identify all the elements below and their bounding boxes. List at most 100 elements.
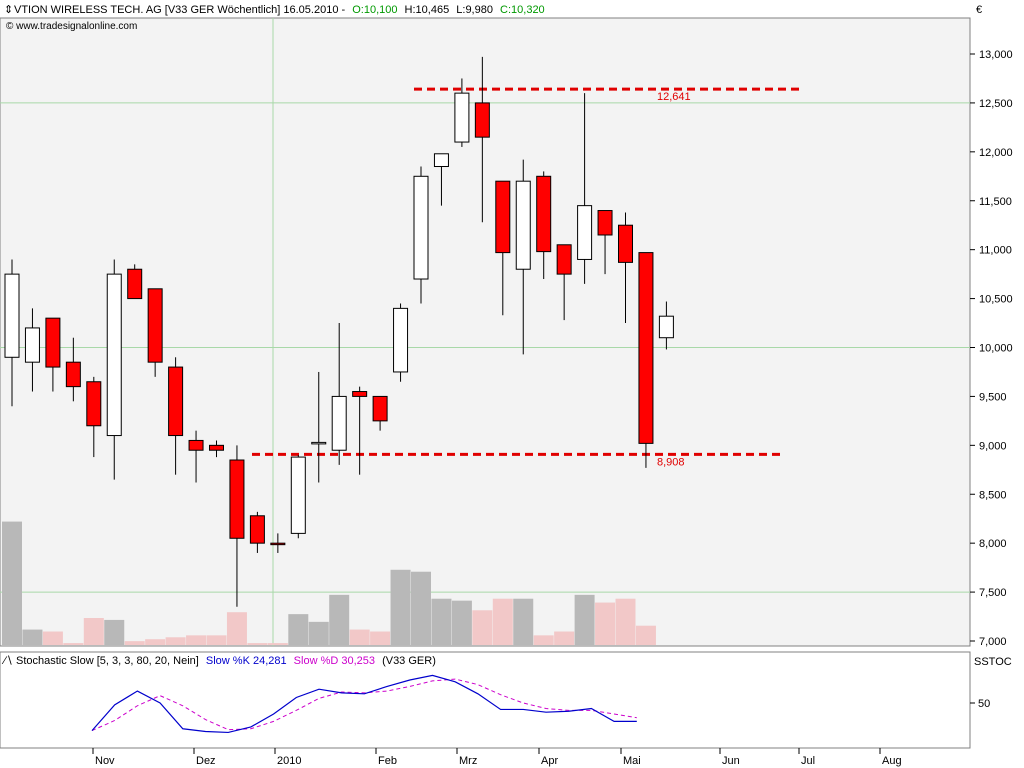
candle-body — [515, 180, 531, 270]
stoch-axis-title: SSTOC — [974, 656, 1012, 668]
volume-bar — [83, 618, 104, 645]
volume-bar — [22, 629, 43, 645]
time-axis: Nov Dez 2010 Feb Mrz Apr Mai Jun Jul Aug — [92, 748, 902, 767]
stoch-panel — [0, 651, 971, 749]
candle-body — [556, 244, 572, 275]
candle-body — [45, 317, 61, 368]
volume-bar — [267, 643, 288, 645]
volume-bar — [533, 635, 554, 645]
volume-bar — [411, 571, 431, 645]
candle-body — [454, 92, 470, 143]
price-tick-label: 11,500 — [979, 196, 1012, 208]
stoch-k-value: Slow %K 24,281 — [206, 655, 287, 667]
candle-body — [4, 273, 20, 358]
price-tick-label: 12,500 — [979, 98, 1013, 110]
stoch-suffix: (V33 GER) — [382, 655, 436, 667]
header-glyph: ⇕ — [4, 4, 13, 16]
candle-body — [331, 395, 347, 451]
currency-label: € — [976, 4, 982, 16]
level-label: 8,908 — [657, 456, 685, 468]
volume-bars — [2, 521, 656, 645]
volume-bar — [42, 631, 63, 645]
volume-bar — [492, 598, 513, 645]
header-title: VTION WIRELESS TECH. AG [V33 GER Wöchent… — [14, 4, 545, 16]
header-close: C:10,320 — [500, 4, 545, 16]
candle-body — [393, 307, 409, 373]
volume-bar — [554, 631, 575, 645]
candle-body — [495, 180, 511, 254]
stoch-header: ∕∖ Stochastic Slow [5, 3, 3, 80, 20, Nei… — [1, 655, 436, 667]
price-tick-label: 7,000 — [979, 636, 1007, 648]
candle-body — [372, 395, 388, 422]
candle-body — [168, 366, 184, 437]
volume-bar — [349, 629, 370, 645]
time-tick-label: Nov — [95, 755, 115, 767]
volume-bar — [226, 612, 247, 645]
candle-body — [597, 210, 613, 236]
candle-body — [106, 273, 122, 437]
candle-body — [311, 441, 327, 445]
level-label: 12,641 — [657, 91, 691, 103]
time-tick-label: Apr — [541, 755, 558, 767]
volume-bar — [390, 569, 411, 645]
price-tick-label: 12,000 — [979, 147, 1013, 159]
time-tick-label: Feb — [378, 755, 397, 767]
stoch-k-line — [91, 674, 637, 734]
volume-bar — [247, 643, 268, 645]
volume-bar — [206, 635, 227, 645]
volume-bar — [595, 602, 616, 645]
stoch-d-line — [91, 678, 637, 732]
candle-body — [188, 439, 204, 451]
candle-body — [24, 327, 40, 363]
stoch-d-value: Slow %D 30,253 — [294, 655, 375, 667]
source-credit: © www.tradesignalonline.com — [6, 21, 137, 32]
chart-header: ⇕ VTION WIRELESS TECH. AG [V33 GER Wöche… — [4, 4, 545, 32]
candle-body — [474, 102, 490, 138]
volume-bar — [124, 641, 145, 645]
volume-bar — [472, 610, 493, 645]
price-tick-label: 8,000 — [979, 538, 1007, 550]
price-tick-label: 11,000 — [979, 245, 1012, 257]
header-high: H:10,465 — [405, 4, 450, 16]
time-tick-label: Jun — [722, 755, 740, 767]
candle-body — [209, 444, 224, 451]
candle-body — [413, 175, 429, 280]
volume-bar — [615, 598, 636, 645]
price-tick-label: 10,000 — [979, 343, 1013, 355]
volume-bar — [431, 598, 452, 645]
volume-bar — [329, 594, 350, 645]
volume-bar — [635, 625, 656, 645]
candle-body — [290, 456, 306, 534]
volume-bar — [145, 639, 166, 645]
header-title-text: VTION WIRELESS TECH. AG [V33 GER Wöchent… — [14, 4, 345, 16]
price-tick-label: 8,500 — [979, 489, 1007, 501]
header-open: O:10,100 — [352, 4, 397, 16]
volume-bar — [63, 643, 84, 645]
candle-body — [270, 542, 286, 546]
volume-bar — [308, 621, 329, 645]
candle-body — [352, 391, 368, 397]
volume-bar — [186, 635, 207, 645]
volume-bar — [165, 637, 186, 645]
header-low: L:9,980 — [456, 4, 493, 16]
time-tick-label: Mrz — [459, 755, 477, 767]
volume-bar — [574, 594, 595, 645]
candle-body — [536, 175, 552, 253]
stoch-title: Stochastic Slow [5, 3, 3, 80, 20, Nein] … — [16, 655, 436, 667]
volume-bar — [451, 600, 472, 645]
stoch-tick-50: 50 — [978, 698, 990, 710]
stoch-lines — [91, 674, 637, 734]
time-tick-label: Jul — [801, 755, 815, 767]
price-tick-label: 10,500 — [979, 294, 1013, 306]
candle-body — [433, 153, 449, 168]
volume-bar — [2, 521, 22, 645]
candle-body — [249, 515, 265, 544]
volume-bar — [104, 619, 125, 645]
stoch-icon: ∕∖ — [1, 655, 13, 667]
volume-bar — [370, 631, 391, 645]
candles — [4, 56, 674, 607]
price-axis: 13,000 12,500 12,000 11,500 11,000 10,500 10,0… — [970, 49, 1013, 648]
candle-body — [127, 268, 143, 300]
price-tick-label: 7,500 — [979, 587, 1007, 599]
